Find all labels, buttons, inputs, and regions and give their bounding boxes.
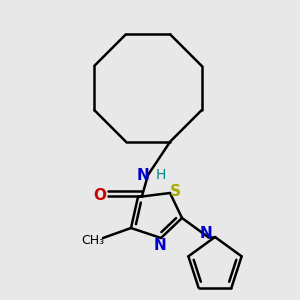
Text: N: N — [136, 167, 149, 182]
Text: O: O — [94, 188, 106, 203]
Text: CH₃: CH₃ — [81, 233, 105, 247]
Text: N: N — [200, 226, 212, 242]
Text: N: N — [154, 238, 166, 253]
Text: S: S — [169, 184, 181, 199]
Text: H: H — [156, 168, 166, 182]
